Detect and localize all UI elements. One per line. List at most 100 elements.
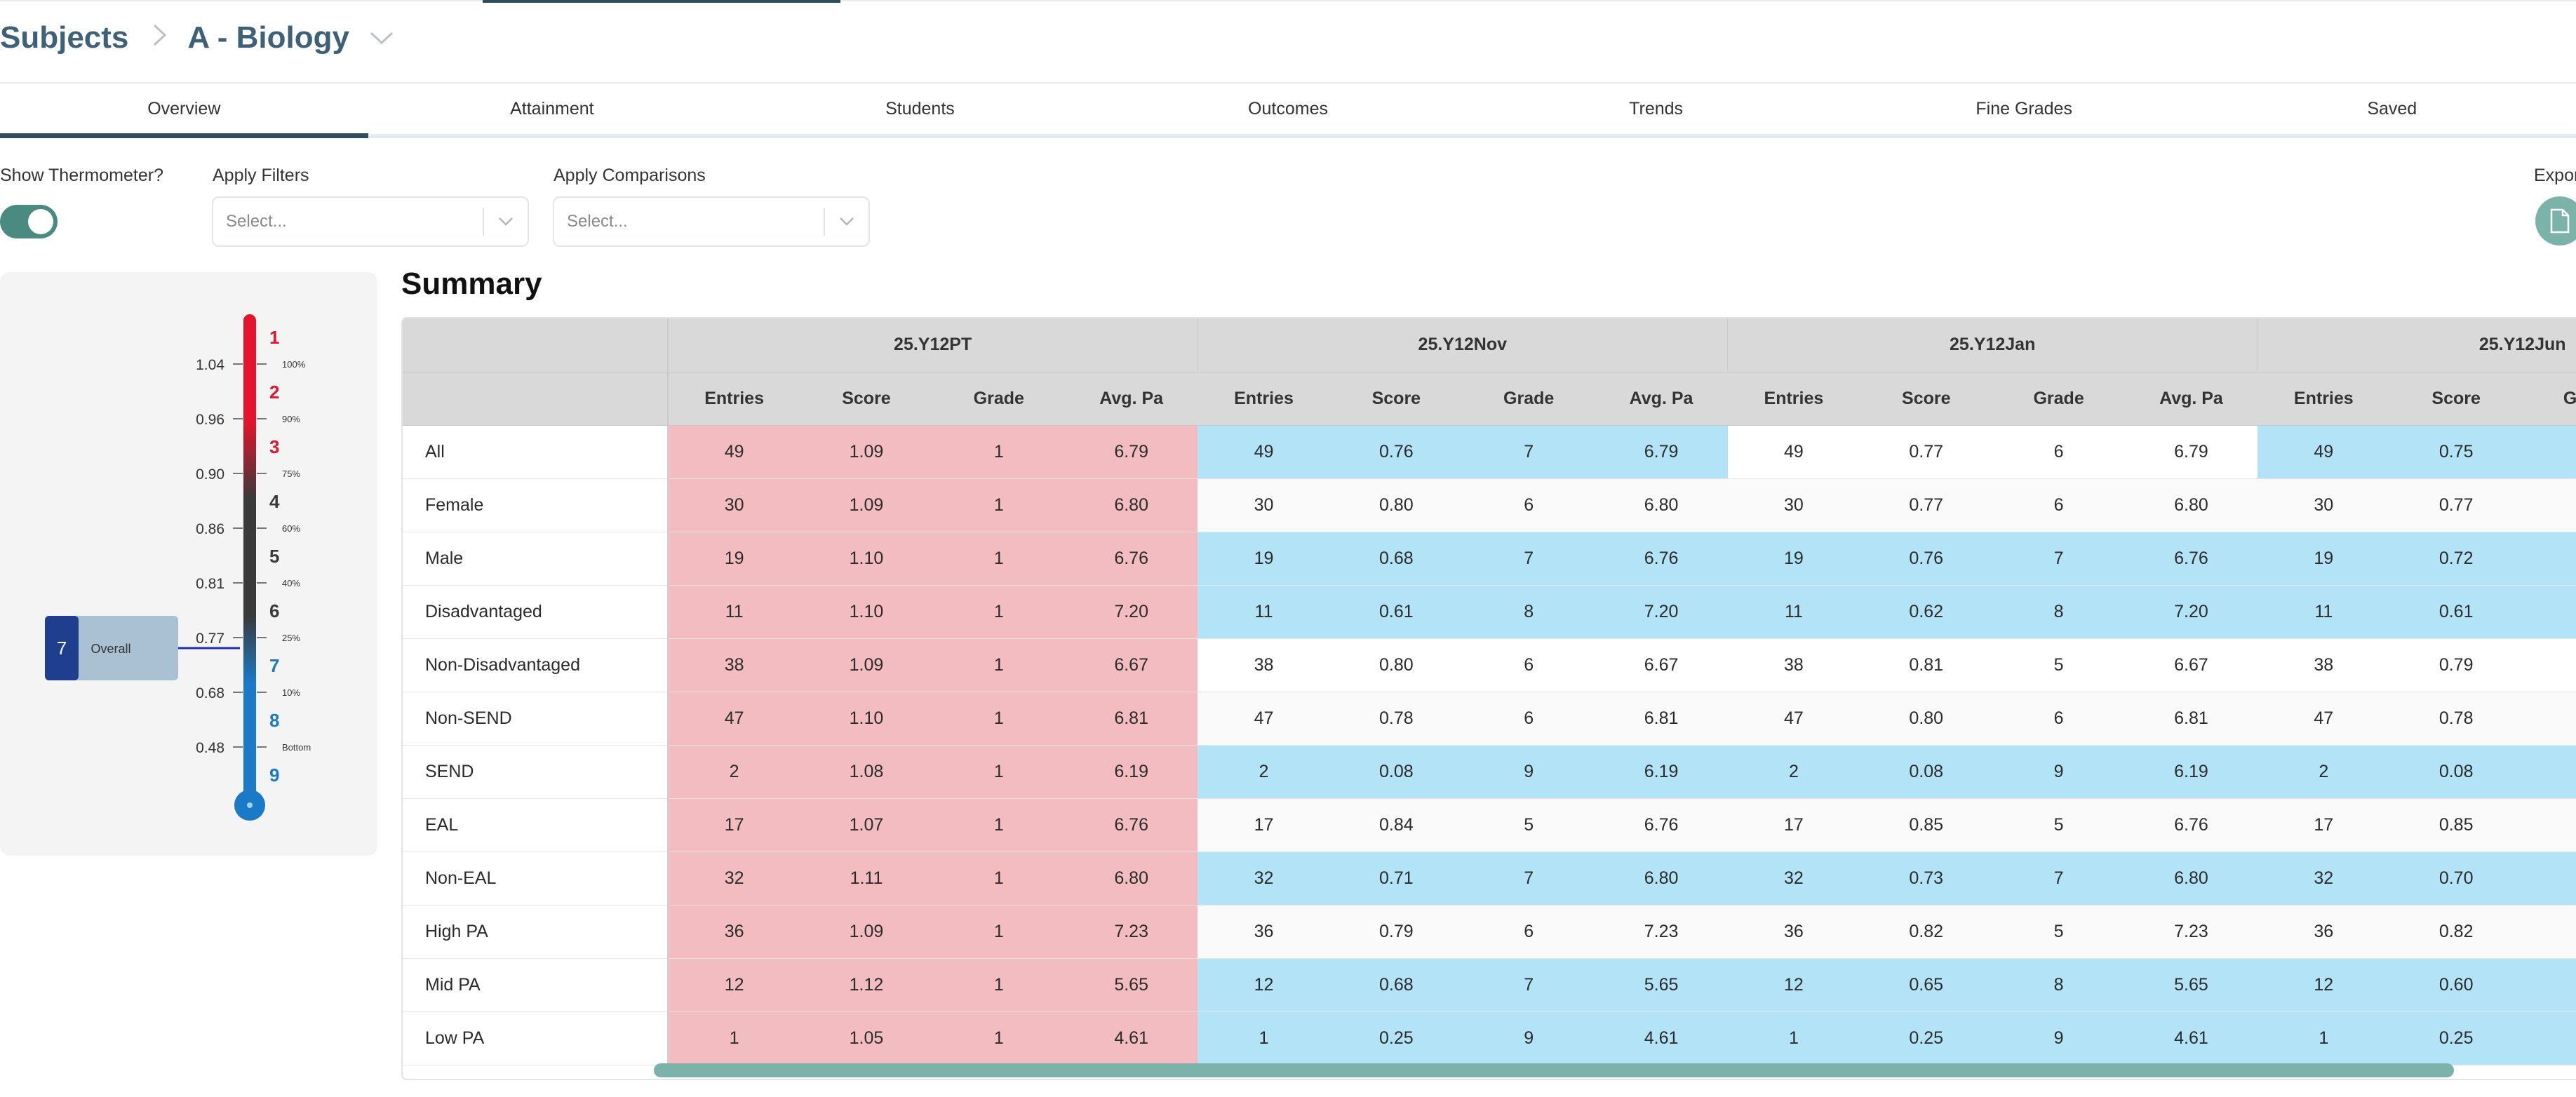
table-cell: 7	[1992, 852, 2126, 906]
table-cell: 12	[667, 958, 800, 1012]
table-cell: 36	[1198, 905, 1330, 959]
column-header-entries[interactable]: Entries	[667, 372, 800, 426]
table-cell: 1	[932, 638, 1066, 692]
apply-comparisons-placeholder: Select...	[567, 212, 628, 231]
table-cell: 12	[1198, 958, 1330, 1012]
column-header-avg-pa[interactable]: Avg. Pa	[2125, 372, 2258, 426]
table-cell: 9	[2522, 1011, 2576, 1065]
table-cell: 7.20	[1065, 585, 1198, 639]
table-row: Non-EAL 32 1.11 1 6.80 32 0.71 7 6.80 32 0.73 7 6.80…	[403, 852, 2576, 906]
column-header-avg-pa[interactable]: Avg. Pa	[1595, 372, 1728, 426]
column-header-grade[interactable]: Grade	[1992, 372, 2126, 426]
table-cell: 0.85	[1860, 798, 1993, 852]
toggle-knob	[28, 209, 53, 234]
table-cell: 6.19	[1595, 745, 1728, 799]
thermometer-score-label: 0.48	[196, 740, 224, 756]
thermometer-grade-label: 2	[269, 382, 279, 403]
row-label: Male	[403, 532, 669, 586]
table-cell: 7.23	[1065, 905, 1198, 959]
thermometer-toggle[interactable]	[0, 205, 58, 238]
table-cell: 6	[2522, 478, 2576, 532]
table-cell: 6.79	[1595, 425, 1728, 479]
table-row: All 49 1.09 1 6.79 49 0.76 7 6.79 49 0.77 6 6.79 49 0.…	[403, 425, 2576, 479]
column-header-entries[interactable]: Entries	[1727, 372, 1860, 426]
table-cell: 12	[2257, 958, 2390, 1012]
tab-fine-grades[interactable]: Fine Grades	[1975, 98, 2072, 119]
table-cell: 6.19	[2125, 745, 2258, 799]
tab-outcomes[interactable]: Outcomes	[1248, 98, 1328, 119]
table-cell: 7	[2522, 425, 2576, 479]
thermometer-score-label: 0.86	[196, 521, 224, 537]
table-cell: 17	[1198, 798, 1330, 852]
column-header-grade[interactable]: Grade	[932, 372, 1066, 426]
table-cell: 17	[1727, 798, 1860, 852]
table-cell: 19	[1198, 532, 1330, 586]
column-header-score[interactable]: Score	[2389, 372, 2523, 426]
table-cell: 5	[1462, 798, 1595, 852]
horizontal-scrollbar[interactable]	[654, 1063, 2454, 1077]
row-label: Female	[403, 478, 669, 532]
table-cell: 1.08	[800, 745, 933, 799]
table-cell: 1	[1198, 1011, 1330, 1065]
table-cell: 0.62	[1860, 585, 1993, 639]
tab-bar: Overview Attainment Students Outcomes Trends…	[0, 82, 2576, 138]
tab-saved[interactable]: Saved	[2367, 98, 2417, 119]
table-cell: 30	[1198, 478, 1330, 532]
period-header[interactable]: 25.Y12Jan	[1727, 318, 2258, 372]
summary-table-container: 25.Y12PT 25.Y12Nov 25.Y12Jan 25.Y12Jun Entr…	[401, 317, 2576, 1080]
table-cell: 1	[932, 532, 1066, 586]
tab-students[interactable]: Students	[885, 98, 955, 119]
tab-attainment[interactable]: Attainment	[510, 98, 594, 119]
tab-trends[interactable]: Trends	[1629, 98, 1684, 119]
column-header-score[interactable]: Score	[800, 372, 933, 426]
table-cell: 0.25	[1329, 1011, 1463, 1065]
table-cell: 0.65	[1860, 958, 1993, 1012]
table-cell: 1	[932, 692, 1066, 746]
table-cell: 9	[1462, 745, 1595, 799]
pdf-file-icon	[2550, 208, 2570, 234]
table-cell: 5	[1992, 905, 2126, 959]
table-cell: 19	[667, 532, 800, 586]
period-header[interactable]: 25.Y12Jun	[2257, 318, 2576, 372]
period-header[interactable]: 25.Y12Nov	[1198, 318, 1729, 372]
thermometer-grade-label: 5	[269, 546, 279, 567]
table-cell: 6.76	[2125, 532, 2258, 586]
table-cell: 6.81	[1065, 692, 1198, 746]
table-cell: 6.76	[1595, 798, 1728, 852]
apply-comparisons-select[interactable]: Select...	[553, 196, 870, 247]
chevron-down-icon[interactable]	[368, 24, 396, 52]
column-header-avg-pa[interactable]: Avg. Pa	[1065, 372, 1198, 426]
column-header-grade[interactable]: Grade	[1462, 372, 1595, 426]
column-header-entries[interactable]: Entries	[2257, 372, 2390, 426]
table-cell: 19	[2257, 532, 2390, 586]
breadcrumb-current-subject: A - Biology	[187, 20, 349, 55]
table-cell: 6	[2522, 692, 2576, 746]
table-cell: 32	[2257, 852, 2390, 906]
export-pdf-button[interactable]	[2535, 196, 2576, 245]
thermometer-grade-label: 7	[269, 655, 279, 676]
table-cell: 6.19	[1065, 745, 1198, 799]
period-header[interactable]: 25.Y12PT	[667, 318, 1198, 372]
table-cell: 8	[1992, 958, 2126, 1012]
table-cell: 7	[2522, 532, 2576, 586]
table-cell: 5.65	[1065, 958, 1198, 1012]
row-label: High PA	[403, 905, 669, 959]
breadcrumb-subjects-link[interactable]: Subjects	[0, 20, 129, 55]
table-cell: 8	[1992, 585, 2126, 639]
column-header-entries[interactable]: Entries	[1198, 372, 1330, 426]
chevron-down-icon[interactable]	[825, 217, 868, 227]
table-cell: 0.79	[2389, 638, 2523, 692]
apply-filters-select[interactable]: Select...	[212, 196, 529, 247]
table-cell: 5	[1992, 798, 2126, 852]
table-cell: 12	[1727, 958, 1860, 1012]
table-row: Low PA 1 1.05 1 4.61 1 0.25 9 4.61 1 0.25 9 4.61 1 0.2…	[403, 1011, 2576, 1065]
column-header-grade[interactable]: Grade	[2522, 372, 2576, 426]
chevron-down-icon[interactable]	[484, 217, 528, 227]
tab-overview[interactable]: Overview	[0, 83, 368, 138]
column-header-score[interactable]: Score	[1860, 372, 1993, 426]
table-cell: 0.73	[1860, 852, 1993, 906]
export-label: Expor	[2534, 166, 2576, 185]
summary-title: Summary	[401, 267, 542, 301]
column-header-score[interactable]: Score	[1329, 372, 1463, 426]
table-cell: 5	[2522, 798, 2576, 852]
